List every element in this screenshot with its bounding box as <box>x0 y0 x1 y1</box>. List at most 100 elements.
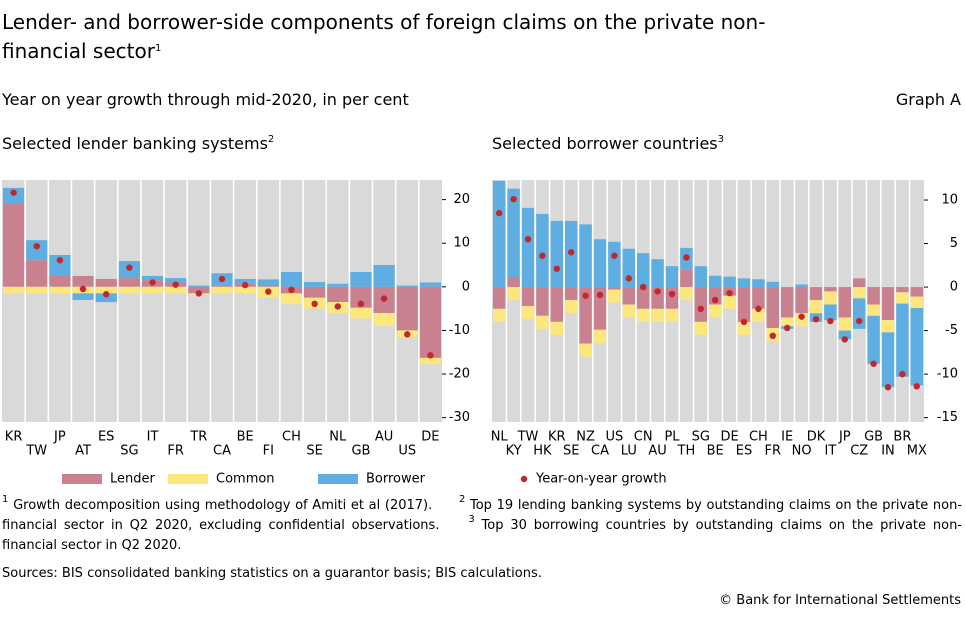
bar-segment <box>881 287 895 321</box>
bar-segment <box>419 282 441 287</box>
footnote: 2 Top 19 lending banking systems by outs… <box>2 495 962 534</box>
growth-dot <box>496 209 503 217</box>
bar-segment <box>565 300 578 314</box>
bar-segment <box>304 282 326 287</box>
x-tick-label: TW <box>517 430 539 445</box>
bar-segment <box>49 254 71 276</box>
bar-segment <box>622 287 635 305</box>
footnote-marker: 2 <box>458 494 466 505</box>
bar-segment <box>694 266 707 288</box>
x-tick-label: BE <box>707 444 724 459</box>
growth-dot <box>769 332 776 340</box>
bar-segment <box>881 332 895 388</box>
bar-segment <box>49 286 71 294</box>
x-tick-label: IN <box>881 444 895 459</box>
bar-segment <box>550 220 563 288</box>
x-tick-label: KR <box>5 430 23 445</box>
x-tick-label: NL <box>329 430 347 445</box>
y-tick-label: 5 <box>950 236 958 251</box>
y-tick-label: 20 <box>453 192 470 207</box>
legend-swatch <box>168 474 208 484</box>
growth-dot <box>913 383 920 390</box>
x-tick-label: TR <box>189 430 207 445</box>
x-tick-label: CN <box>634 430 653 445</box>
bar-segment <box>896 292 909 304</box>
x-tick-label: FI <box>263 444 274 459</box>
bar-segment <box>593 329 607 343</box>
growth-dot <box>33 243 40 250</box>
x-tick-label: FR <box>167 444 184 459</box>
growth-dot <box>841 336 848 343</box>
bar-segment <box>651 287 664 309</box>
bar-segment <box>737 287 751 322</box>
bar-segment <box>824 287 837 292</box>
bar-segment <box>637 308 650 322</box>
bar-segment <box>141 275 164 281</box>
x-tick-label: JP <box>838 430 851 445</box>
x-tick-label: DE <box>720 430 738 445</box>
panel-note: 2 <box>267 134 275 145</box>
bar-segment <box>853 287 866 299</box>
y-tick-label: -10 <box>449 323 470 338</box>
bar-segment <box>910 287 923 297</box>
x-tick-label: ES <box>98 430 114 445</box>
x-tick-label: IE <box>781 430 793 445</box>
x-tick-label: KY <box>506 444 522 459</box>
bar-segment <box>867 304 880 316</box>
growth-dot <box>726 289 733 297</box>
bar-segment <box>867 315 880 364</box>
bar-segment <box>622 248 635 288</box>
growth-dot <box>812 316 820 323</box>
panel-title: Selected lender banking systems2 <box>2 134 274 153</box>
growth-dot <box>568 249 575 256</box>
bar-segment <box>651 308 664 322</box>
bar-segment <box>608 287 621 290</box>
x-tick-label: TH <box>677 444 696 459</box>
bar-segment <box>211 286 233 294</box>
bar-segment <box>853 298 866 329</box>
x-tick-label: MX <box>907 444 927 459</box>
bar-segment <box>350 286 372 308</box>
bar-segment <box>396 286 418 331</box>
x-tick-label: CH <box>282 430 301 445</box>
legend-label: Year-on-year growth <box>535 472 667 487</box>
bar-segment <box>637 287 650 309</box>
x-tick-label: IT <box>825 444 837 459</box>
growth-dot <box>103 291 110 298</box>
growth-dot <box>697 305 704 313</box>
x-tick-label: CA <box>591 444 609 459</box>
x-tick-label: US <box>398 444 416 459</box>
growth-dot <box>740 318 748 326</box>
bar-segment <box>188 286 210 294</box>
title-note: 1 <box>154 43 162 54</box>
growth-dot <box>654 288 661 295</box>
bar-segment <box>165 286 187 294</box>
bar-segment <box>795 284 808 288</box>
growth-dot <box>640 283 647 291</box>
bar-segment <box>141 286 164 294</box>
bar-segment <box>493 287 506 309</box>
x-tick-label: CA <box>213 444 231 459</box>
bar-segment <box>665 287 679 309</box>
growth-dot <box>712 296 719 304</box>
footnote-text: Growth decomposition using methodology o… <box>13 498 433 513</box>
growth-dot <box>149 279 156 286</box>
bar-segment <box>665 308 679 322</box>
title-text: Lender- and borrower-side components of … <box>2 10 766 63</box>
legend-marker <box>520 475 528 483</box>
bar-segment <box>26 286 48 294</box>
bar-segment <box>665 266 679 288</box>
bar-segment <box>565 287 578 301</box>
bar-segment <box>824 291 837 305</box>
x-tick-label: DE <box>421 430 439 445</box>
growth-dot <box>79 285 87 293</box>
x-tick-label: SE <box>306 444 322 459</box>
bar-segment <box>234 286 256 294</box>
bar-segment <box>327 283 349 287</box>
x-tick-label: FR <box>765 444 782 459</box>
bar-segment <box>507 188 520 278</box>
bar-segment <box>809 287 823 301</box>
bar-segment <box>3 286 25 294</box>
legend-label: Borrower <box>366 472 426 487</box>
bar-segment <box>853 278 866 288</box>
